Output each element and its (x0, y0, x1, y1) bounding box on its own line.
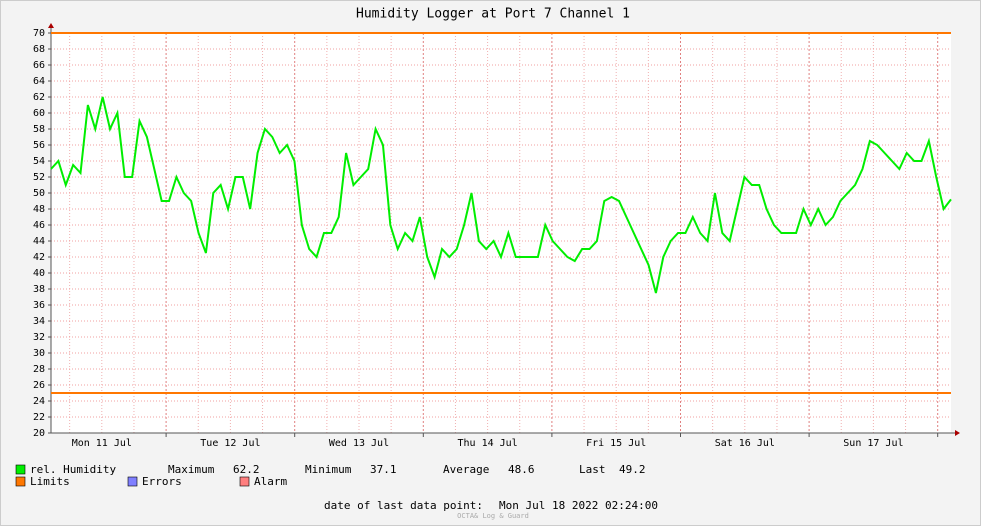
x-tick-label: Tue 12 Jul (200, 438, 260, 449)
y-tick-label: 56 (33, 140, 45, 151)
x-tick-label: Sat 16 Jul (715, 438, 775, 449)
y-tick-label: 48 (33, 204, 45, 215)
y-tick-label: 62 (33, 92, 45, 103)
y-tick-label: 50 (33, 188, 45, 199)
chart-title: Humidity Logger at Port 7 Channel 1 (356, 7, 630, 22)
x-tick-label: Fri 15 Jul (586, 438, 646, 449)
x-tick-label: Thu 14 Jul (457, 438, 517, 449)
y-tick-label: 64 (33, 76, 45, 87)
footer-label: date of last data point: (324, 499, 483, 512)
y-tick-label: 42 (33, 252, 45, 263)
x-tick-label: Sun 17 Jul (843, 438, 903, 449)
stat-label: Minimum (305, 463, 352, 476)
y-tick-label: 58 (33, 124, 45, 135)
y-tick-label: 22 (33, 412, 45, 423)
y-tick-label: 46 (33, 220, 45, 231)
y-tick-label: 52 (33, 172, 45, 183)
y-tick-label: 28 (33, 364, 45, 375)
footer-date: Mon Jul 18 2022 02:24:00 (499, 499, 658, 512)
y-tick-label: 54 (33, 156, 45, 167)
y-tick-label: 34 (33, 316, 45, 327)
x-tick-label: Wed 13 Jul (329, 438, 389, 449)
legend-label: Alarm (254, 475, 287, 488)
plot-area (51, 33, 951, 433)
footer-credit: OCTA& Log & Guard (457, 512, 529, 520)
y-tick-label: 38 (33, 284, 45, 295)
legend-swatch (127, 476, 138, 487)
stat-label: Average (443, 463, 489, 476)
y-tick-label: 60 (33, 108, 45, 119)
y-tick-label: 66 (33, 60, 45, 71)
legend-label: rel. Humidity (30, 463, 116, 476)
y-tick-label: 24 (33, 396, 45, 407)
legend-label: Errors (142, 475, 182, 488)
stat-value: 37.1 (370, 463, 397, 476)
y-tick-label: 36 (33, 300, 45, 311)
stat-label: Last (579, 463, 606, 476)
y-tick-label: 26 (33, 380, 45, 391)
data-line (50, 96, 952, 294)
axis-arrow (48, 23, 54, 28)
stat-label: Maximum (168, 463, 215, 476)
y-tick-label: 30 (33, 348, 45, 359)
y-tick-label: 44 (33, 236, 45, 247)
y-tick-label: 70 (33, 28, 45, 39)
y-tick-label: 20 (33, 428, 45, 439)
legend-swatch (239, 476, 250, 487)
legend-swatch (15, 476, 26, 487)
y-tick-label: 40 (33, 268, 45, 279)
stat-value: 62.2 (233, 463, 260, 476)
legend-label: Limits (30, 475, 70, 488)
y-tick-label: 68 (33, 44, 45, 55)
stat-value: 48.6 (508, 463, 535, 476)
x-tick-label: Mon 11 Jul (72, 438, 132, 449)
axis-arrow (955, 430, 960, 436)
legend-swatch (15, 464, 26, 475)
y-tick-label: 32 (33, 332, 45, 343)
stat-value: 49.2 (619, 463, 646, 476)
